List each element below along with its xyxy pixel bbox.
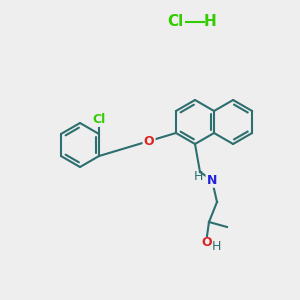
Text: Cl: Cl bbox=[92, 113, 106, 126]
Text: Cl: Cl bbox=[167, 14, 183, 29]
Text: H: H bbox=[211, 239, 221, 253]
Text: O: O bbox=[144, 134, 154, 148]
Text: O: O bbox=[202, 236, 212, 248]
Text: H: H bbox=[204, 14, 216, 29]
Text: H: H bbox=[193, 170, 203, 184]
Text: N: N bbox=[207, 173, 217, 187]
